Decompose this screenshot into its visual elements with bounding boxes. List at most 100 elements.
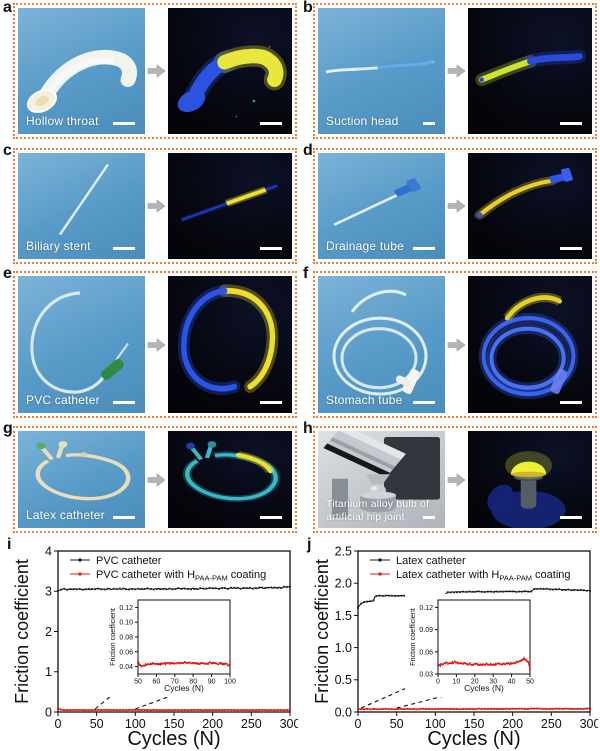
latex-catheter-daylight-photo: Latex catheter	[18, 431, 145, 528]
transform-arrow-icon	[447, 472, 466, 487]
scale-bar	[560, 122, 582, 125]
svg-text:0: 0	[55, 717, 62, 731]
svg-text:10: 10	[453, 679, 461, 686]
svg-text:2: 2	[45, 625, 52, 639]
svg-text:0.0: 0.0	[335, 705, 352, 719]
svg-text:0: 0	[436, 679, 440, 686]
titanium-bulb-uv-art	[487, 451, 566, 528]
svg-text:90: 90	[208, 679, 216, 686]
svg-text:0.12: 0.12	[419, 605, 433, 612]
arrow-box	[445, 431, 468, 528]
suction-head-daylight-photo: Suction head	[318, 8, 445, 134]
transform-arrow-icon	[447, 337, 466, 352]
hollow-throat-uv-art	[177, 45, 287, 118]
arrow-box	[145, 431, 168, 528]
scale-bar	[560, 516, 582, 519]
svg-text:1: 1	[45, 665, 52, 679]
device-label: Drainage tube	[326, 238, 404, 253]
arrow-box	[145, 8, 168, 134]
arrow-box	[445, 276, 468, 413]
drainage-tube-uv-art	[474, 167, 573, 220]
scale-bar	[560, 247, 582, 250]
panel-titanium-bulb: Titanium alloy bulb of artificial hip jo…	[313, 426, 597, 533]
panel-letter-i: i	[7, 536, 12, 553]
svg-text:60: 60	[153, 679, 161, 686]
transform-arrow-icon	[447, 199, 466, 213]
panel-pvc-catheter: PVC catheter	[13, 271, 297, 418]
panel-letter-a: a	[3, 0, 12, 16]
transform-arrow-icon	[147, 472, 166, 487]
svg-text:200: 200	[202, 717, 223, 731]
panel-letter-h: h	[303, 420, 313, 437]
svg-text:Latex catheter with HPAA-PAM c: Latex catheter with HPAA-PAM coating	[396, 569, 571, 583]
svg-text:0.04: 0.04	[119, 664, 133, 671]
svg-text:0.06: 0.06	[419, 649, 433, 656]
scale-bar	[560, 401, 582, 404]
panel-biliary-stent: Biliary stent	[13, 148, 297, 264]
svg-text:100: 100	[425, 717, 446, 731]
hollow-throat-daylight-photo: Hollow throat	[18, 8, 145, 134]
svg-text:2.0: 2.0	[335, 577, 352, 591]
stomach-tube-daylight-photo: Stomach tube	[318, 276, 445, 413]
titanium-bulb-daylight-photo: Titanium alloy bulb of artificial hip jo…	[318, 431, 445, 528]
device-label: Stomach tube	[326, 392, 403, 407]
biliary-stent-uv-art	[180, 183, 279, 223]
scale-bar	[260, 247, 282, 250]
drainage-tube-daylight-photo: Drainage tube	[318, 153, 445, 259]
scale-bar	[423, 516, 435, 519]
panel-latex-catheter: Latex catheter	[13, 426, 297, 533]
svg-text:50: 50	[390, 717, 404, 731]
latex-catheter-day-art	[35, 441, 131, 501]
scale-bar	[260, 122, 282, 125]
scale-bar	[113, 247, 135, 250]
svg-text:Cycles (N): Cycles (N)	[164, 683, 204, 693]
scale-bar	[113, 401, 135, 404]
drainage-tube-uv-photo	[468, 153, 592, 259]
scale-bar	[260, 516, 282, 519]
pvc-catheter-daylight-photo: PVC catheter	[18, 276, 145, 413]
svg-text:250: 250	[541, 717, 562, 731]
svg-text:100: 100	[125, 717, 146, 731]
panel-suction-head: Suction head	[313, 3, 597, 139]
transform-arrow-icon	[447, 64, 466, 78]
svg-text:1.5: 1.5	[335, 609, 352, 623]
pvc-catheter-uv-photo	[168, 276, 292, 413]
svg-text:PVC catheter: PVC catheter	[96, 555, 162, 567]
transform-arrow-icon	[147, 64, 166, 78]
svg-text:50: 50	[526, 679, 534, 686]
device-label: Hollow throat	[26, 113, 99, 128]
panel-hollow-throat: Hollow throat	[13, 3, 297, 139]
hollow-throat-day-art	[26, 50, 137, 113]
suction-head-uv-art	[475, 49, 587, 87]
svg-text:0.06: 0.06	[119, 649, 133, 656]
svg-text:2.5: 2.5	[335, 544, 352, 558]
biliary-stent-uv-photo	[168, 153, 292, 259]
device-label: PVC catheter	[26, 392, 100, 407]
svg-text:200: 200	[502, 717, 523, 731]
svg-text:0.08: 0.08	[119, 634, 133, 641]
pvc-catheter-uv-art	[177, 284, 279, 396]
svg-text:Friction coefficient: Friction coefficient	[408, 608, 417, 666]
device-label: Suction head	[326, 113, 399, 128]
svg-text:4: 4	[45, 544, 52, 558]
svg-text:3: 3	[45, 585, 52, 599]
panel-letter-c: c	[3, 142, 12, 159]
panel-letter-e: e	[3, 265, 12, 282]
panel-stomach-tube: Stomach tube	[313, 271, 597, 418]
stomach-tube-day-art	[332, 289, 428, 396]
svg-text:0.03: 0.03	[419, 671, 433, 678]
device-label: Biliary stent	[26, 238, 91, 253]
arrow-box	[445, 8, 468, 134]
svg-text:150: 150	[464, 717, 485, 731]
latex-catheter-uv-photo	[168, 431, 292, 528]
titanium-bulb-uv-photo	[468, 431, 592, 528]
svg-text:40: 40	[508, 679, 516, 686]
hollow-throat-uv-photo	[168, 8, 292, 134]
biliary-stent-daylight-photo: Biliary stent	[18, 153, 145, 259]
panel-letter-f: f	[303, 265, 309, 282]
panel-letter-b: b	[303, 0, 313, 16]
transform-arrow-icon	[147, 199, 166, 213]
svg-text:0.5: 0.5	[335, 673, 352, 687]
stomach-tube-uv-art	[478, 292, 579, 400]
